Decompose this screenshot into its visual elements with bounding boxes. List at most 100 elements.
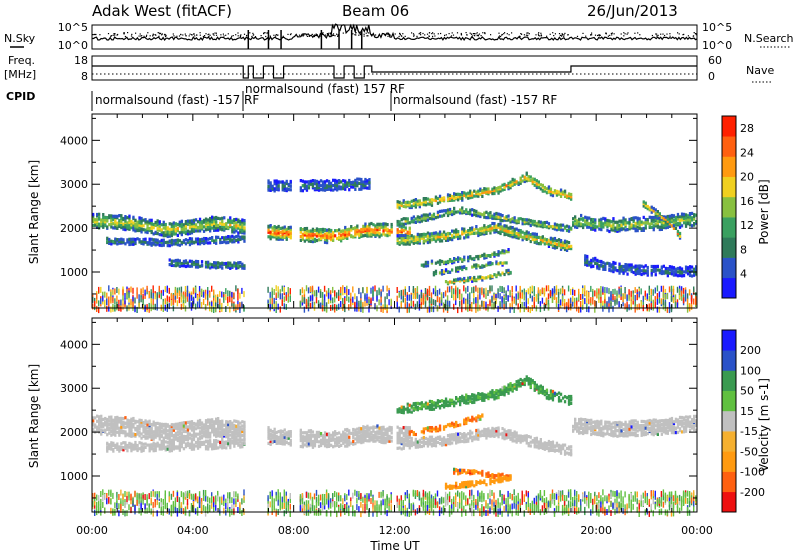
heat-cell (523, 294, 525, 301)
heat-cell (422, 197, 425, 201)
heat-cell (202, 239, 206, 243)
heat-cell (680, 224, 684, 228)
heat-cell (521, 230, 524, 234)
heat-cell (285, 189, 288, 193)
heat-cell (158, 447, 161, 451)
heat-cell (509, 180, 512, 184)
heat-cell (174, 437, 177, 441)
heat-cell (584, 215, 587, 219)
heat-cell (501, 263, 504, 267)
heat-cell (451, 280, 454, 284)
heat-cell (112, 216, 115, 220)
heat-cell (180, 222, 183, 226)
heat-cell (98, 224, 101, 228)
heat-cell (196, 260, 200, 264)
heat-cell (523, 177, 526, 181)
heat-cell (104, 416, 107, 421)
heat-cell (108, 214, 111, 218)
heat-cell (106, 498, 108, 505)
heat-cell (662, 224, 665, 228)
heat-cell (489, 300, 491, 307)
heat-cell (281, 226, 284, 230)
heat-cell (358, 187, 361, 191)
noise-search-point (193, 33, 195, 35)
noise-search-point (693, 32, 695, 34)
heat-cell (557, 241, 561, 245)
noise-search-point (207, 34, 209, 36)
heat-cell (100, 418, 103, 422)
heat-cell (229, 235, 232, 239)
noise-search-point (478, 33, 481, 35)
heat-cell (438, 196, 442, 201)
heat-cell (184, 220, 188, 224)
heat-cell (695, 213, 698, 217)
heat-cell (461, 211, 464, 215)
heat-cell (202, 291, 205, 298)
heat-cell (446, 259, 450, 264)
heat-cell (319, 188, 323, 192)
heat-cell (96, 425, 99, 429)
heat-cell (616, 298, 618, 305)
heat-cell (106, 433, 109, 437)
heat-cell (213, 228, 216, 232)
heat-cell (614, 299, 616, 306)
heat-cell (360, 180, 363, 184)
heat-cell (509, 220, 512, 224)
heat-cell (638, 272, 641, 276)
heat-cell (551, 296, 554, 303)
heat-cell (344, 183, 347, 187)
heat-cell (422, 241, 425, 245)
heat-cell (489, 274, 492, 278)
heat-cell (168, 234, 171, 238)
heat-cell (102, 221, 105, 225)
heat-cell (100, 498, 102, 505)
noise-search-point (336, 33, 338, 35)
heat-cell (632, 216, 635, 220)
heat-cell (172, 229, 175, 233)
heat-cell (346, 285, 348, 292)
heat-cell (442, 306, 445, 313)
heat-cell (152, 490, 154, 497)
noise-search-point (158, 32, 160, 34)
heat-cell (148, 435, 151, 439)
heat-cell (172, 227, 175, 231)
heat-cell (638, 220, 641, 224)
heat-cell (344, 236, 347, 240)
heat-cell (519, 176, 522, 180)
heat-cell (410, 237, 413, 241)
heat-cell (158, 426, 161, 430)
heat-cell (622, 296, 624, 303)
heat-cell (537, 297, 540, 304)
noise-search-point (240, 34, 242, 36)
heat-cell (640, 269, 643, 273)
heat-cell (481, 232, 484, 236)
heat-cell (305, 184, 309, 188)
heat-cell (446, 286, 449, 293)
heat-cell (100, 423, 103, 428)
heat-cell (624, 228, 627, 232)
heat-cell (434, 290, 437, 297)
heat-cell (124, 293, 126, 299)
heat-cell (416, 234, 419, 238)
heat-cell (459, 289, 461, 296)
heat-cell (434, 198, 438, 203)
heat-cell (160, 422, 163, 426)
heat-cell (489, 285, 491, 292)
heat-cell (170, 241, 173, 245)
heat-cell (509, 182, 512, 187)
heat-cell (596, 264, 599, 268)
heat-cell (418, 233, 421, 237)
heat-cell (642, 215, 645, 219)
velocity-heatmap (92, 375, 698, 518)
heat-cell (130, 447, 133, 451)
heat-cell (342, 183, 345, 187)
heat-cell (467, 196, 470, 200)
heat-cell (491, 262, 494, 266)
heat-cell (422, 232, 425, 236)
heat-cell (424, 200, 428, 204)
heat-cell (186, 295, 189, 302)
heat-cell (204, 221, 208, 225)
heat-cell (120, 442, 123, 446)
heat-cell (563, 299, 566, 305)
noise-search-point (172, 33, 174, 35)
